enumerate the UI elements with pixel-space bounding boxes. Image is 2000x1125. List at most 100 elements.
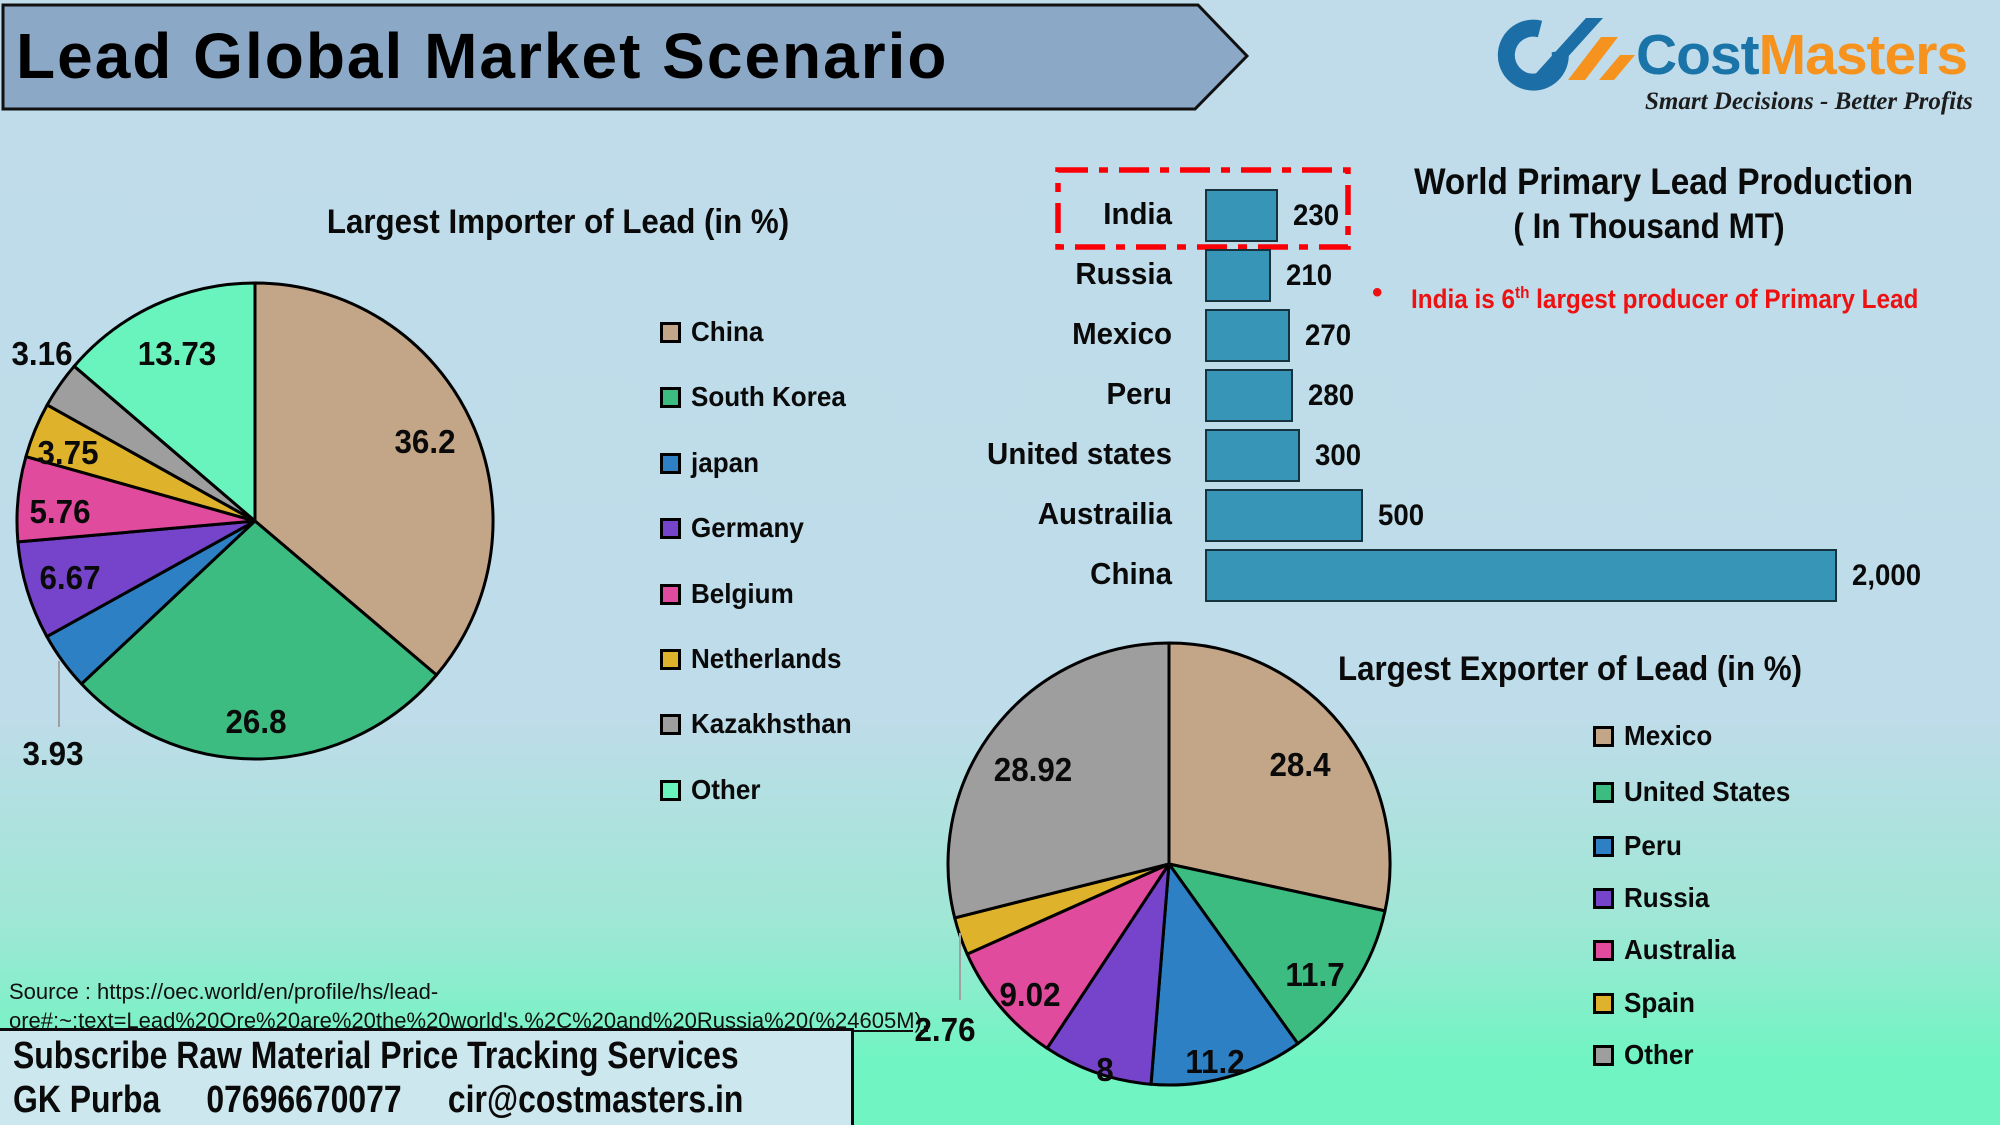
legend-swatch: [660, 713, 681, 735]
legend-item-kazakhsthan: Kazakhsthan: [660, 708, 864, 740]
bar-category-peru: Peru: [1106, 376, 1172, 411]
title-banner: [1, 3, 1250, 111]
bar-value-united-states: 300: [1315, 439, 1362, 472]
bar-value-russia: 210: [1286, 259, 1333, 292]
legend-swatch: [660, 452, 681, 474]
legend-label: China: [691, 316, 764, 347]
legend-item-peru: Peru: [1593, 830, 1686, 862]
legend-label: United States: [1624, 776, 1791, 807]
logo-wordmark: CostMasters: [1636, 22, 1968, 88]
bar-value-peru: 280: [1308, 379, 1355, 412]
importer-chart-title: Largest Importer of Lead (in %): [326, 203, 790, 241]
bar-peru: [1205, 369, 1293, 422]
pie-value-label-china: 36.2: [394, 423, 456, 460]
pie-value-label-netherlands: 3.75: [37, 434, 99, 471]
legend-item-south-korea: South Korea: [660, 381, 857, 413]
legend-swatch: [1593, 1044, 1614, 1066]
legend-item-united-states: United States: [1593, 776, 1803, 808]
legend-swatch: [660, 779, 681, 801]
bar-category-china: China: [1090, 556, 1172, 591]
pie-value-label-belgium: 5.76: [29, 493, 91, 530]
pie-slice-china: [253, 281, 495, 677]
bar-india: [1205, 189, 1278, 242]
pie-slice-japan: [45, 519, 257, 686]
bar-category-india: India: [1103, 196, 1172, 231]
legend-item-australia: Australia: [1593, 934, 1744, 966]
exporter-chart-title: Largest Exporter of Lead (in %): [1337, 650, 1803, 688]
legend-label: Australia: [1624, 934, 1736, 965]
legend-label: Germany: [691, 512, 804, 543]
legend-swatch: [660, 517, 681, 539]
legend-item-japan: japan: [660, 447, 764, 479]
legend-item-mexico: Mexico: [1593, 720, 1719, 752]
pie-slice-spain: [953, 862, 1171, 956]
page-title: Lead Global Market Scenario: [16, 20, 949, 92]
legend-swatch: [1593, 781, 1614, 803]
pie-value-label-peru: 11.2: [1185, 1043, 1245, 1080]
source-citation: Source : https://oec.world/en/profile/hs…: [9, 979, 928, 1034]
pie-slice-other: [72, 281, 257, 523]
production-title-line1: World Primary Lead Production: [1414, 161, 1914, 202]
pie-value-label-germany: 6.67: [39, 559, 101, 596]
pie-slice-united-states: [1167, 862, 1387, 1046]
legend-item-china: China: [660, 316, 769, 348]
pie-value-label-united-states: 11.7: [1285, 956, 1345, 993]
pie-value-label-russia: 8: [1096, 1051, 1114, 1088]
logo-cost-text: Cost: [1636, 23, 1760, 87]
bar-value-india: 230: [1293, 199, 1340, 232]
bar-united-states: [1205, 429, 1300, 482]
legend-label: Netherlands: [691, 643, 842, 674]
subscribe-box: Subscribe Raw Material Price Tracking Se…: [0, 1028, 854, 1125]
legend-label: Peru: [1624, 830, 1682, 861]
legend-label: Kazakhsthan: [691, 708, 852, 739]
legend-label: Other: [1624, 1039, 1694, 1070]
subscribe-headline: Subscribe Raw Material Price Tracking Se…: [13, 1035, 739, 1077]
logo-tagline: Smart Decisions - Better Profits: [1645, 88, 1973, 115]
pie-value-label-other: 13.73: [137, 335, 217, 372]
bar-austrailia: [1205, 489, 1363, 542]
bar-russia: [1205, 249, 1271, 302]
pie-value-label-australia: 9.02: [999, 976, 1061, 1013]
pie-slice-australia: [965, 862, 1171, 1050]
legend-item-russia: Russia: [1593, 882, 1716, 914]
production-note: • India is 6th largest producer of Prima…: [1372, 277, 1974, 315]
pie-value-label-south-korea: 26.8: [225, 703, 287, 740]
bar-value-mexico: 270: [1305, 319, 1352, 352]
legend-swatch: [1593, 887, 1614, 909]
bar-value-austrailia: 500: [1378, 499, 1425, 532]
pie-value-label-mexico: 28.4: [1269, 746, 1331, 783]
legend-label: Russia: [1624, 882, 1710, 913]
logo-masters-text: Masters: [1758, 23, 1968, 87]
legend-swatch: [660, 648, 681, 670]
legend-swatch: [660, 583, 681, 605]
legend-label: japan: [691, 447, 760, 478]
production-title-line2: ( In Thousand MT): [1513, 207, 1785, 246]
legend-label: Belgium: [691, 578, 794, 609]
pie-value-label-kazakhsthan: 3.16: [11, 335, 73, 372]
bar-category-austrailia: Austrailia: [1037, 496, 1172, 531]
pie-value-label-japan: 3.93: [22, 735, 84, 772]
legend-swatch: [1593, 835, 1614, 857]
subscribe-contact: GK Purba 07696670077 cir@costmasters.in: [13, 1078, 743, 1122]
legend-swatch: [660, 386, 681, 408]
pie-value-label-spain: 2.76: [914, 1011, 976, 1048]
bar-category-russia: Russia: [1075, 256, 1172, 291]
contact-email[interactable]: cir@costmasters.in: [447, 1079, 744, 1121]
legend-swatch: [660, 321, 681, 343]
pie-value-label-other: 28.92: [993, 751, 1073, 788]
bar-china: [1205, 549, 1837, 602]
legend-item-other: Other: [1593, 1039, 1699, 1071]
bar-category-united-states: United states: [987, 436, 1172, 471]
legend-item-belgium: Belgium: [660, 578, 801, 610]
production-note-text: India is 6th largest producer of Primary…: [1410, 283, 1918, 314]
legend-label: Other: [691, 774, 761, 805]
legend-item-spain: Spain: [1593, 987, 1700, 1019]
legend-swatch: [1593, 939, 1614, 961]
legend-item-other: Other: [660, 774, 766, 806]
bar-category-mexico: Mexico: [1072, 316, 1172, 351]
legend-label: Spain: [1624, 987, 1695, 1018]
contact-phone: 07696670077: [206, 1079, 402, 1121]
legend-swatch: [1593, 992, 1614, 1014]
legend-label: Mexico: [1624, 720, 1713, 751]
